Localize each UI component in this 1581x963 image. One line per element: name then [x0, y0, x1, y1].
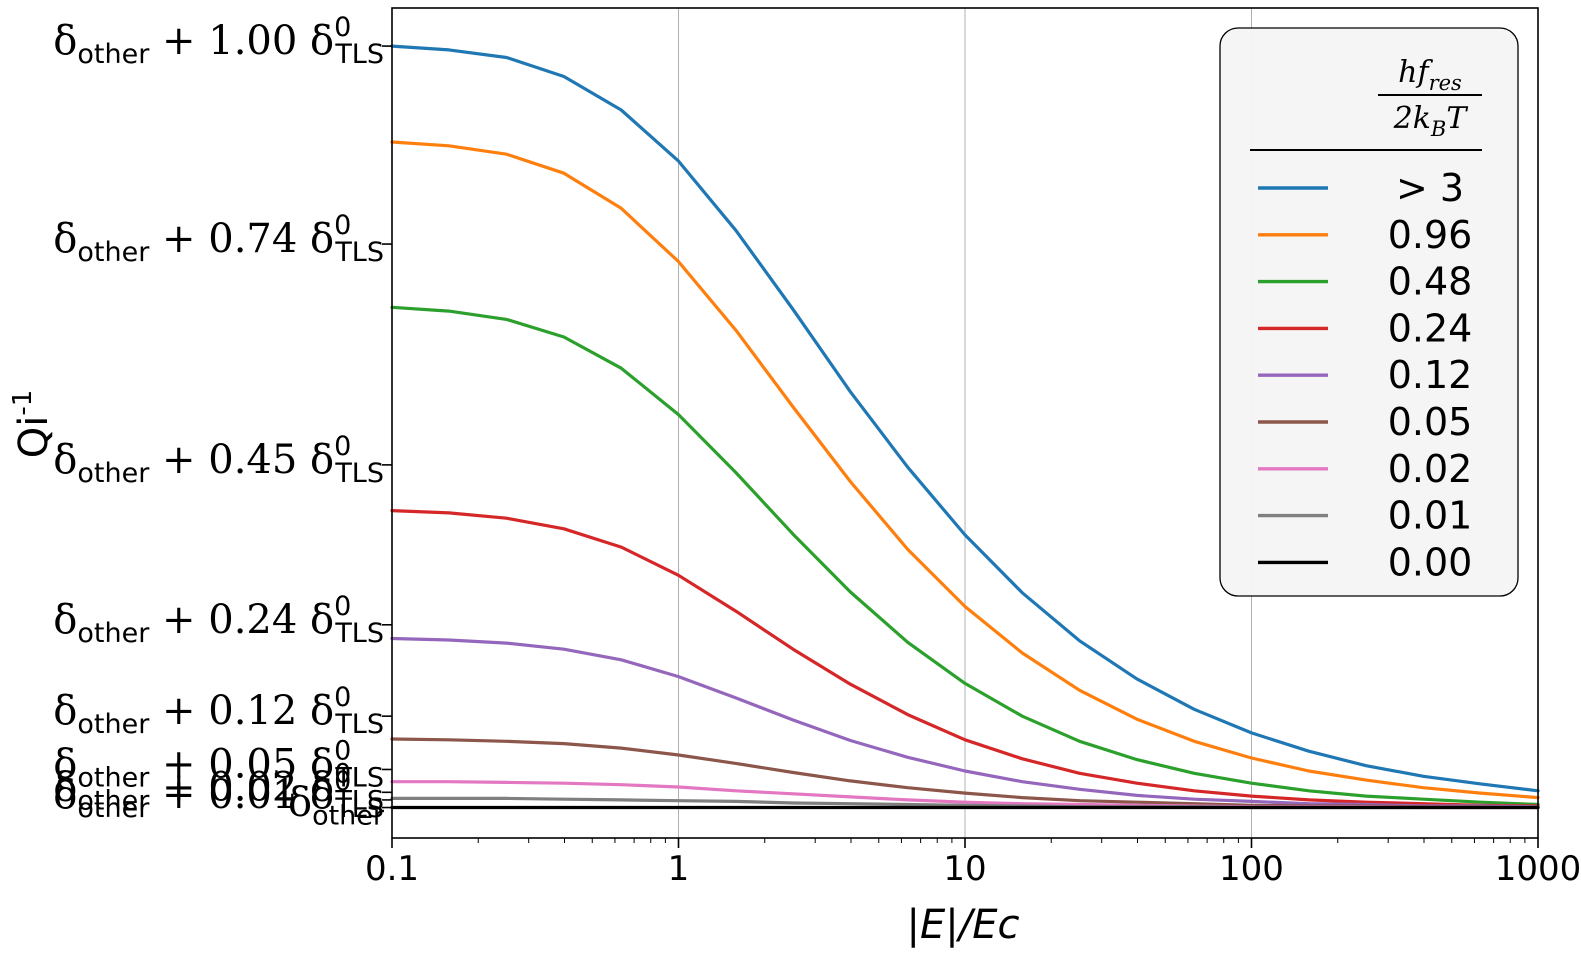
legend-label: 0.24 — [1388, 306, 1473, 350]
legend-box — [1219, 27, 1519, 597]
y-tick-label: δother + 0.02 δ0 TLS — [53, 758, 384, 816]
x-axis-title-text: |E|/Ec — [907, 902, 1020, 948]
legend-label: 0.96 — [1388, 213, 1473, 257]
series-line-2 — [390, 305, 1540, 807]
y-axis-title-sup: -1 — [8, 390, 38, 416]
x-tick-label: 1 — [668, 849, 690, 889]
y-axis-ticks: δother + 1.00 δ0 TLS δother + 0.74 δ0 TLS δo… — [53, 12, 392, 832]
x-tick-label: 10 — [943, 849, 986, 889]
series-line-3 — [390, 509, 1540, 808]
series-line-1 — [390, 140, 1540, 800]
y-tick-label: δother + 0.24 δ0 TLS — [53, 591, 384, 649]
y-tick-label: δother + 0.01 δ0 TLS — [53, 766, 384, 824]
y-tick-label: δother + 1.00 δ0 TLS — [53, 12, 384, 70]
legend-label: 0.01 — [1388, 494, 1473, 538]
series-lines — [390, 44, 1540, 810]
x-axis-ticks: 0.1 1 10 100 1000 — [365, 838, 1581, 889]
y-tick-label: δother + 0.45 δ0 TLS — [53, 431, 384, 489]
y-tick-label: δother + 0.74 δ0 TLS — [53, 210, 384, 268]
legend-label: 0.05 — [1388, 400, 1473, 444]
legend: hfres 2kBT > 30.960.480.240.120.050.020.… — [1219, 27, 1519, 597]
legend-label: 0.02 — [1388, 447, 1473, 491]
series-line-4 — [390, 636, 1540, 809]
legend-title-denominator: 2kBT — [1393, 101, 1469, 141]
legend-label: > 3 — [1396, 166, 1464, 210]
y-axis-title: Qi-1 — [8, 390, 57, 459]
svg-text:Qi-1: Qi-1 — [8, 390, 57, 459]
legend-title-numerator: hfres — [1398, 55, 1462, 95]
series-line-0 — [390, 44, 1540, 793]
x-tick-label: 0.1 — [365, 849, 419, 889]
x-tick-label: 1000 — [1495, 849, 1581, 889]
y-tick-label: δother + 0.05 δ0 TLS — [53, 735, 384, 793]
x-axis-title: |E|/Ec — [907, 902, 1020, 948]
y-axis-title-text: Qi — [11, 416, 57, 459]
legend-label: 0.12 — [1388, 353, 1473, 397]
legend-label: 0.00 — [1388, 540, 1473, 584]
x-tick-label: 100 — [1219, 849, 1284, 889]
y-tick-label: δother + 0.12 δ0 TLS — [53, 682, 384, 740]
y-tick-label: δother — [288, 780, 385, 832]
legend-label: 0.48 — [1388, 260, 1473, 304]
legend-items: > 30.960.480.240.120.050.020.010.00 — [1258, 166, 1472, 584]
